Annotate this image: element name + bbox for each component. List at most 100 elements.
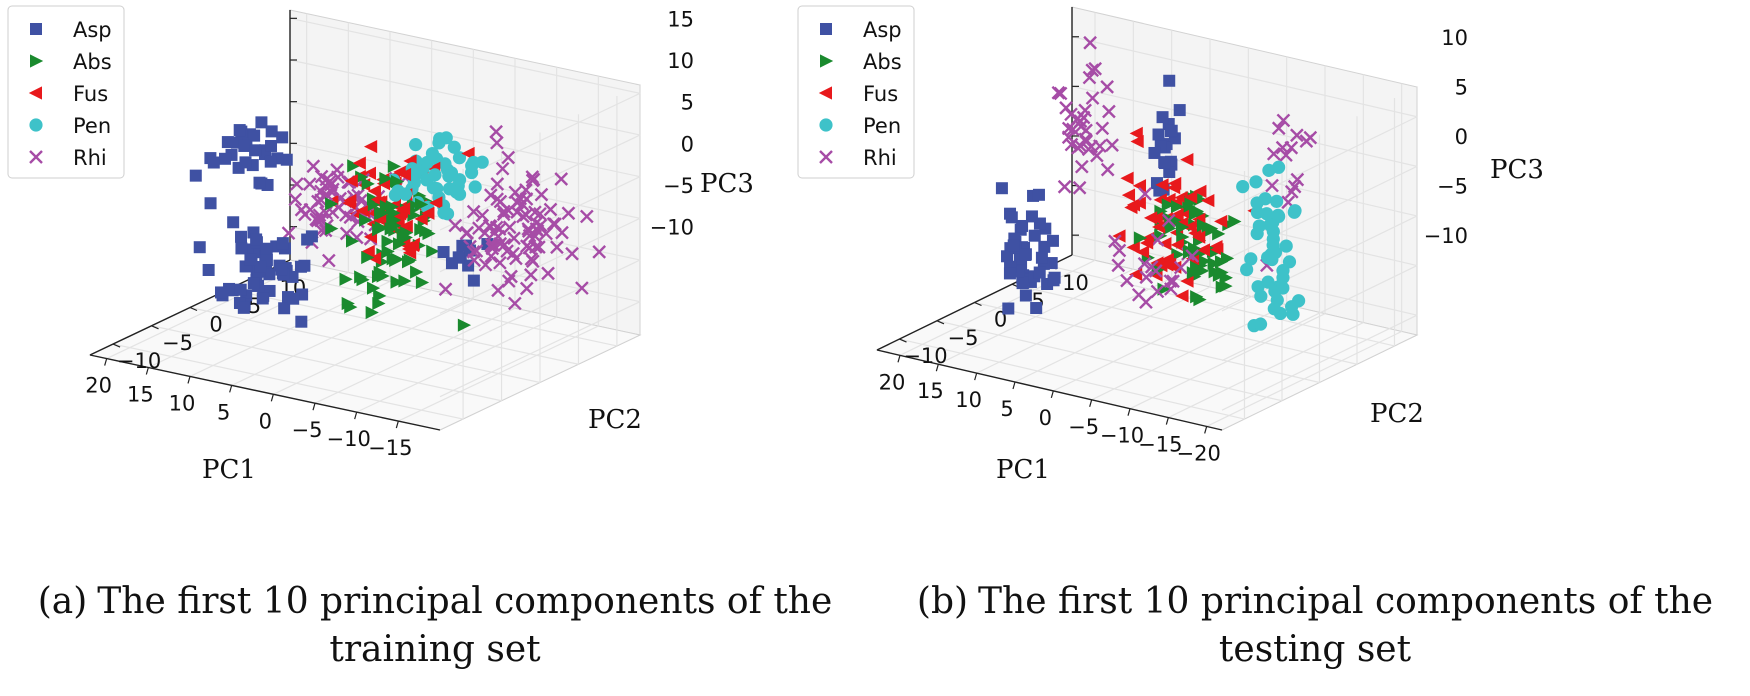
legend-label-fus: Fus bbox=[73, 82, 108, 106]
data-point-rhi bbox=[525, 170, 540, 184]
data-point-rhi bbox=[1161, 213, 1176, 228]
data-point-pen bbox=[475, 155, 489, 169]
x-tick-label: −10 bbox=[1100, 424, 1144, 448]
data-point-pen bbox=[442, 169, 456, 183]
data-point-fus bbox=[1155, 178, 1169, 192]
z-tick-label: −10 bbox=[1424, 224, 1468, 248]
z-tick-label: 5 bbox=[1455, 75, 1468, 99]
data-point-pen bbox=[1244, 252, 1258, 266]
caption-b-line-2: testing set bbox=[1218, 629, 1412, 670]
chart-panel-a: −15−10−505101520−10−50510−10−5051015PC1P… bbox=[7, 5, 754, 485]
data-point-asp bbox=[301, 233, 314, 246]
data-point-asp bbox=[1028, 229, 1041, 242]
data-point-fus bbox=[1196, 243, 1210, 257]
data-point-fus bbox=[1214, 214, 1228, 229]
grid-y-floor bbox=[266, 270, 618, 347]
data-point-fus bbox=[1170, 208, 1184, 222]
data-point-asp bbox=[1002, 302, 1015, 315]
x-tick-mark bbox=[312, 403, 316, 411]
data-point-fus bbox=[367, 251, 382, 266]
grid-z-wall-x bbox=[439, 134, 641, 231]
data-point-abs bbox=[1186, 266, 1201, 280]
data-point-asp bbox=[1035, 251, 1048, 264]
data-point-rhi bbox=[485, 241, 500, 256]
data-point-pen bbox=[1253, 317, 1268, 331]
data-point-pen bbox=[409, 138, 423, 152]
data-point-fus bbox=[1210, 242, 1224, 257]
data-point-fus bbox=[344, 174, 358, 188]
data-point-abs bbox=[381, 234, 395, 248]
data-point-pen bbox=[447, 140, 461, 154]
data-point-rhi bbox=[1299, 134, 1314, 148]
legend-label-fus: Fus bbox=[863, 82, 898, 106]
data-point-abs bbox=[426, 244, 440, 258]
data-point-rhi bbox=[289, 177, 304, 191]
data-point-abs bbox=[1219, 279, 1233, 293]
caption-a-label: (a) bbox=[37, 581, 88, 622]
z-tick-label: −5 bbox=[663, 174, 694, 198]
data-point-rhi bbox=[326, 182, 340, 197]
legend-label-abs: Abs bbox=[73, 50, 112, 74]
grid-z-wall-x bbox=[439, 301, 641, 398]
data-point-asp bbox=[250, 233, 263, 246]
data-point-abs bbox=[419, 224, 433, 238]
data-point-asp bbox=[437, 246, 450, 259]
data-point-abs bbox=[406, 198, 421, 212]
data-point-asp bbox=[278, 302, 291, 315]
data-point-abs bbox=[1212, 268, 1227, 282]
data-point-abs bbox=[414, 197, 429, 212]
data-point-rhi bbox=[1287, 179, 1302, 194]
data-point-rhi bbox=[592, 245, 607, 259]
data-point-abs bbox=[1184, 195, 1198, 210]
data-point-rhi bbox=[533, 206, 547, 221]
data-point-rhi bbox=[1138, 187, 1152, 201]
data-point-fus bbox=[1175, 289, 1189, 303]
x-tick-label: 20 bbox=[879, 370, 906, 394]
data-point-abs bbox=[366, 281, 381, 295]
data-point-rhi bbox=[1112, 243, 1127, 258]
data-point-rhi bbox=[460, 225, 474, 240]
data-point-rhi bbox=[491, 283, 505, 298]
data-point-fus bbox=[1160, 258, 1174, 272]
data-point-rhi bbox=[1266, 146, 1281, 161]
x-tick-mark bbox=[104, 358, 108, 366]
y-tick-mark bbox=[974, 301, 982, 307]
caption-a-line-2: training set bbox=[329, 629, 541, 670]
legend-box bbox=[7, 5, 125, 179]
x-tick-label: 15 bbox=[917, 379, 944, 403]
data-point-abs bbox=[325, 221, 339, 236]
data-point-asp bbox=[214, 286, 227, 299]
data-point-pen bbox=[1276, 271, 1290, 285]
x-axis-title: PC1 bbox=[996, 455, 1050, 485]
x-tick-label: −5 bbox=[292, 418, 323, 442]
x-tick-label: −10 bbox=[327, 427, 371, 451]
data-point-pen bbox=[1260, 250, 1275, 265]
data-point-rhi bbox=[490, 177, 505, 191]
grid-z-wall-x bbox=[439, 259, 641, 356]
data-point-rhi bbox=[1072, 180, 1087, 195]
data-point-asp bbox=[1003, 267, 1016, 280]
data-point-fus bbox=[1193, 184, 1207, 198]
legend-marker-rhi bbox=[29, 150, 43, 164]
data-point-pen bbox=[1251, 280, 1265, 294]
z-tick-label: 0 bbox=[681, 132, 694, 156]
data-point-abs bbox=[379, 171, 393, 186]
figure-canvas: −15−10−505101520−10−50510−10−5051015PC1P… bbox=[7, 5, 1544, 485]
data-point-abs bbox=[1207, 256, 1221, 271]
data-point-rhi bbox=[493, 255, 507, 270]
chart-panel-b: −20−15−10−505101520−10−50510−10−50510PC1… bbox=[797, 5, 1544, 485]
data-point-rhi bbox=[310, 213, 325, 228]
data-point-pen bbox=[1249, 175, 1263, 189]
x-tick-mark bbox=[1165, 417, 1169, 425]
data-point-abs bbox=[367, 197, 382, 212]
x-tick-label: 5 bbox=[217, 400, 230, 424]
data-point-pen bbox=[449, 185, 464, 199]
data-point-rhi bbox=[466, 204, 481, 219]
data-point-rhi bbox=[1095, 121, 1110, 136]
data-point-pen bbox=[1288, 204, 1302, 218]
grid-y-floor bbox=[112, 343, 464, 420]
data-point-fus bbox=[356, 204, 370, 218]
data-point-rhi bbox=[1173, 260, 1188, 275]
data-point-asp bbox=[234, 283, 247, 296]
data-point-asp bbox=[1005, 211, 1018, 224]
